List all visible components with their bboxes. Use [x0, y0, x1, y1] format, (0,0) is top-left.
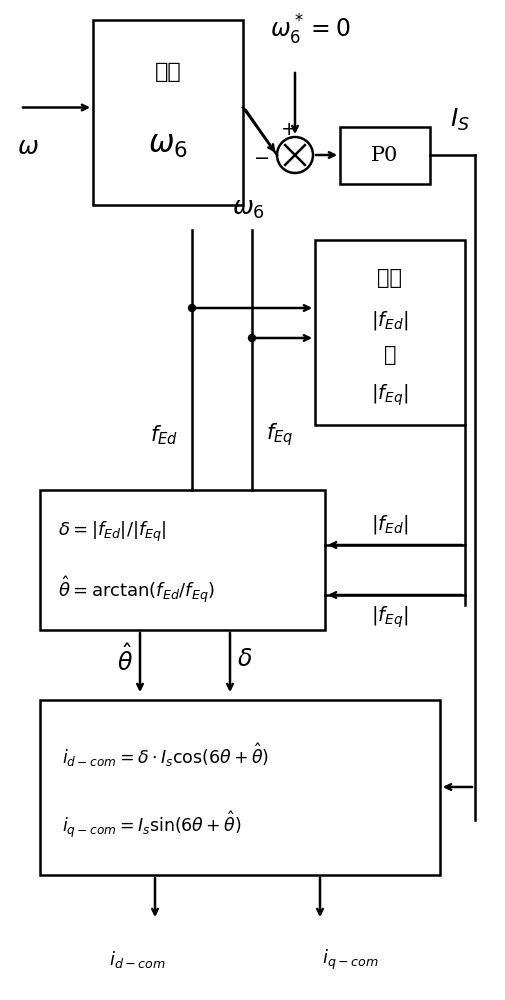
Text: $|f_{Eq}|$: $|f_{Eq}|$ [371, 382, 408, 408]
Text: $\delta = |f_{Ed}|/|f_{Eq}|$: $\delta = |f_{Ed}|/|f_{Eq}|$ [58, 520, 166, 544]
Text: 计算: 计算 [155, 62, 181, 82]
Text: $f_{Ed}$: $f_{Ed}$ [150, 423, 178, 447]
Text: P0: P0 [371, 146, 398, 165]
Text: $i_{q-com}$: $i_{q-com}$ [321, 948, 378, 972]
Text: $|f_{Eq}|$: $|f_{Eq}|$ [371, 604, 408, 630]
Text: $\omega_6$: $\omega_6$ [148, 129, 187, 160]
Circle shape [188, 304, 195, 312]
Bar [315, 240, 464, 425]
Text: $|f_{Ed}|$: $|f_{Ed}|$ [371, 514, 408, 536]
Bar [339, 127, 429, 184]
Text: $|f_{Ed}|$: $|f_{Ed}|$ [371, 308, 408, 332]
Text: $I_S$: $I_S$ [449, 107, 469, 133]
Text: $\omega_6^* = 0$: $\omega_6^* = 0$ [269, 13, 349, 47]
Bar [40, 700, 439, 875]
Circle shape [248, 334, 255, 342]
Text: $\omega$: $\omega$ [17, 136, 39, 159]
Text: $i_{q-com} = I_s \sin(6\theta + \hat{\theta})$: $i_{q-com} = I_s \sin(6\theta + \hat{\th… [62, 810, 241, 840]
Text: $+$: $+$ [279, 121, 295, 139]
Text: $\delta$: $\delta$ [237, 648, 252, 672]
Text: $f_{Eq}$: $f_{Eq}$ [266, 422, 293, 448]
Text: 和: 和 [383, 345, 395, 365]
Text: $\hat{\theta} = \arctan(f_{Ed}/f_{Eq})$: $\hat{\theta} = \arctan(f_{Ed}/f_{Eq})$ [58, 575, 215, 605]
Text: $\omega_6$: $\omega_6$ [231, 198, 264, 222]
Bar [93, 20, 242, 205]
Text: $i_{d-com}$: $i_{d-com}$ [109, 950, 165, 970]
Text: $-$: $-$ [252, 148, 269, 166]
Circle shape [276, 137, 313, 173]
Text: $i_{d-com} = \delta \cdot I_s \cos(6\theta + \hat{\theta})$: $i_{d-com} = \delta \cdot I_s \cos(6\the… [62, 741, 269, 769]
Bar [40, 490, 324, 630]
Text: 计算: 计算 [377, 268, 401, 288]
Text: $\hat{\theta}$: $\hat{\theta}$ [117, 644, 133, 676]
